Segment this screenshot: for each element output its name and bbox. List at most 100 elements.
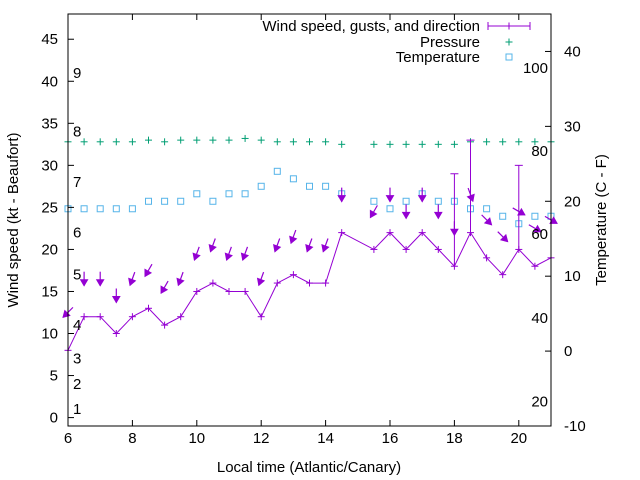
wind-direction-arrow: [321, 238, 330, 253]
pressure-point: [450, 140, 458, 148]
wind-point: [418, 229, 426, 237]
pressure-point: [145, 136, 152, 144]
fahrenheit-label: 60: [531, 226, 548, 243]
beaufort-label: 4: [73, 317, 81, 334]
wind-direction-arrow: [337, 187, 347, 203]
wind-point: [128, 313, 136, 321]
pressure-point: [193, 136, 201, 144]
temperature-point: [273, 167, 281, 175]
x-tick-label: 16: [382, 430, 399, 447]
wind-direction-arrow: [497, 231, 509, 243]
temperature-point: [306, 182, 313, 190]
wind-point: [386, 229, 394, 237]
temperature-point: [241, 190, 249, 198]
fahrenheit-label: 40: [531, 310, 548, 327]
wind-point: [161, 321, 169, 329]
pressure-point: [338, 140, 346, 148]
wind-point: [177, 313, 185, 321]
y-tick-label: 45: [41, 31, 58, 48]
fahrenheit-label: 80: [531, 143, 548, 160]
wind-direction-arrow: [417, 187, 427, 203]
wind-direction-arrow: [240, 246, 250, 261]
pressure-point: [483, 138, 491, 146]
y2-tick-label: 40: [564, 43, 581, 60]
wind-point: [112, 330, 120, 338]
pressure-point: [434, 140, 442, 148]
y-tick-label: 25: [41, 199, 58, 216]
wind-direction-arrow: [385, 187, 395, 203]
wind-point: [241, 287, 249, 295]
wind-point: [80, 313, 88, 321]
beaufort-label: 2: [73, 376, 81, 393]
y-tick-label: 15: [41, 283, 58, 300]
pressure-point: [289, 138, 297, 146]
wind-point: [193, 287, 201, 295]
y2-tick-label: 0: [564, 343, 572, 360]
pressure-point: [515, 138, 523, 146]
pressure-point: [322, 138, 330, 146]
y-tick-label: 40: [41, 73, 58, 90]
temperature-point: [80, 205, 88, 213]
y-tick-label: 30: [41, 157, 58, 174]
beaufort-label: 6: [73, 225, 81, 242]
fahrenheit-label: 100: [523, 60, 548, 77]
arrow-head: [208, 244, 217, 253]
x-tick-label: 8: [128, 430, 136, 447]
x-tick-label: 18: [446, 430, 463, 447]
y2-tick-label: 30: [564, 118, 581, 135]
arrow-head: [549, 216, 558, 224]
wind-point: [338, 229, 346, 237]
legend: Wind speed, gusts, and directionPressure…: [262, 18, 531, 66]
arrow-head: [176, 277, 185, 287]
temperature-point: [257, 182, 265, 190]
y2-axis-title: Temperature (C - F): [593, 154, 610, 286]
legend-wind-point: [505, 22, 513, 30]
arrow-head: [160, 285, 169, 295]
wind-direction-arrow: [289, 229, 298, 245]
arrow-head: [240, 252, 250, 261]
arrow-head: [79, 279, 89, 287]
arrow-head: [321, 244, 330, 253]
plot-frame: [67, 13, 552, 427]
wind-point: [531, 262, 539, 270]
fahrenheit-label: 20: [531, 393, 548, 410]
pressure-point: [273, 138, 281, 146]
arrow-head: [483, 217, 493, 226]
arrow-head: [289, 235, 298, 245]
wind-direction-arrow: [160, 280, 169, 295]
pressure-point: [499, 138, 507, 146]
arrow-head: [401, 211, 411, 220]
pressure-point: [257, 136, 265, 144]
wind-line: [67, 231, 552, 351]
wind-point: [499, 271, 507, 279]
arrow-head: [433, 211, 443, 220]
beaufort-label: 7: [73, 174, 81, 191]
pressure-point: [418, 140, 426, 148]
beaufort-label: 8: [73, 124, 81, 141]
pressure-point: [370, 140, 378, 148]
y-tick-label: 10: [41, 326, 58, 343]
wind-direction-arrow: [208, 238, 217, 253]
y2-tick-label: 10: [564, 268, 581, 285]
pressure-point: [225, 136, 233, 144]
pressure-point: [128, 138, 136, 146]
x-tick-label: 20: [510, 430, 527, 447]
chart-marks: [62, 134, 558, 354]
arrow-head: [499, 233, 509, 243]
y2-tick-label: 20: [564, 193, 581, 210]
x-tick-label: 14: [317, 430, 334, 447]
wind-direction-arrow: [144, 263, 153, 278]
legend-pressure-point: [505, 38, 513, 46]
wind-direction-arrow: [369, 205, 378, 219]
pressure-point: [161, 138, 169, 146]
arrow-head: [337, 195, 347, 203]
beaufort-label: 5: [73, 267, 81, 284]
arrow-head: [466, 193, 475, 203]
wind-point: [322, 279, 330, 287]
x-tick-label: 10: [188, 430, 205, 447]
temperature-point: [386, 205, 394, 213]
temperature-point: [225, 190, 233, 198]
y-tick-label: 0: [50, 410, 58, 427]
wind-point: [483, 254, 491, 262]
